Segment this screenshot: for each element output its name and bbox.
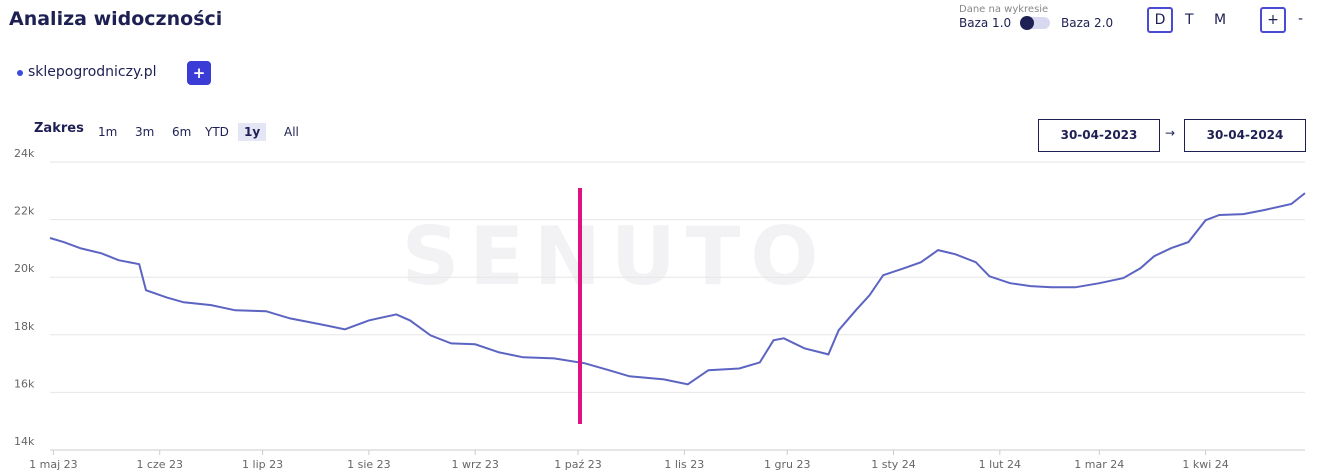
x-tick-label: 1 gru 23 [764,458,810,471]
range-option[interactable]: 6m [172,125,192,139]
page-title: Analiza widoczności [9,8,223,30]
y-tick-label: 16k [14,377,35,390]
x-tick-label: 1 maj 23 [29,458,78,471]
gran-d[interactable]: D [1147,7,1173,33]
x-tick-label: 1 sie 23 [347,458,391,471]
watermark: SENUTO [402,210,829,303]
date-arrow: → [1165,126,1176,140]
range-option[interactable]: 1m [98,125,118,139]
toggle-left: Baza 1.0 [959,16,1012,30]
x-tick-label: 1 cze 23 [136,458,183,471]
y-tick-label: 24k [14,147,35,160]
zoom-in[interactable]: + [1260,7,1286,33]
range-option[interactable]: 3m [135,125,155,139]
y-tick-label: 22k [14,205,35,218]
x-tick-label: 1 lip 23 [242,458,283,471]
toggle-right: Baza 2.0 [1061,16,1114,30]
range-option[interactable]: YTD [205,125,229,139]
range-option[interactable]: All [284,125,299,139]
x-tick-label: 1 lut 24 [979,458,1021,471]
x-tick-label: 1 sty 24 [871,458,916,471]
x-tick-label: 1 wrz 23 [452,458,499,471]
y-tick-label: 20k [14,262,35,275]
zoom-out[interactable]: - [1298,11,1304,27]
y-tick-label: 14k [14,435,35,448]
add-domain[interactable]: + [187,61,211,85]
data-label: Dane na wykresie [959,4,1049,15]
y-tick-label: 18k [14,320,35,333]
legend-entry: sklepogrodniczy.pl [28,64,157,80]
x-tick-label: 1 paź 23 [554,458,602,471]
gran-m[interactable]: M [1214,12,1227,28]
x-tick-label: 1 lis 23 [664,458,704,471]
range-option[interactable]: 1y [238,123,267,141]
x-tick-label: 1 mar 24 [1074,458,1124,471]
line-series [49,192,1306,386]
date-from[interactable]: 30-04-2023 [1038,119,1160,152]
x-tick-label: 1 kwi 24 [1182,458,1228,471]
gran-t[interactable]: T [1185,12,1194,28]
range-label: Zakres [34,121,84,136]
legend-dot [17,70,23,76]
toggle[interactable] [1020,16,1050,30]
date-to[interactable]: 30-04-2024 [1184,119,1306,152]
